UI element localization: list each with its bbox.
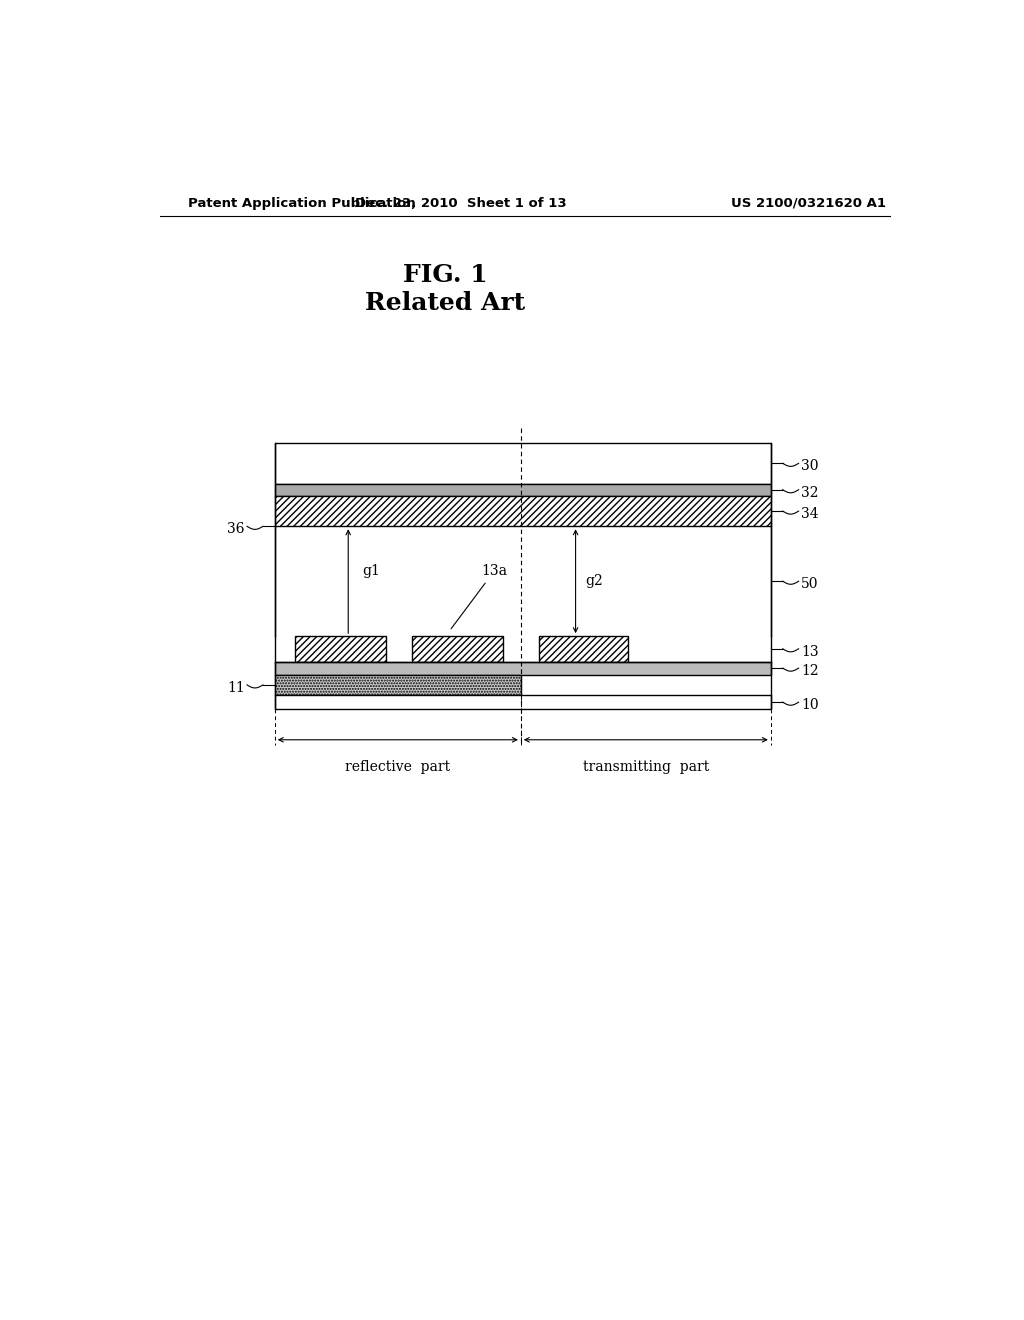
Text: 11: 11 xyxy=(227,681,245,694)
Text: 12: 12 xyxy=(801,664,818,678)
Text: 13: 13 xyxy=(801,645,818,659)
Bar xyxy=(274,675,521,696)
Text: reflective  part: reflective part xyxy=(345,760,451,774)
Text: g2: g2 xyxy=(585,574,603,589)
Text: 36: 36 xyxy=(227,523,245,536)
Text: Dec. 23, 2010  Sheet 1 of 13: Dec. 23, 2010 Sheet 1 of 13 xyxy=(355,197,567,210)
Text: g1: g1 xyxy=(362,564,380,578)
Text: 30: 30 xyxy=(801,459,818,474)
Bar xyxy=(412,636,503,661)
Bar xyxy=(274,483,771,496)
Bar xyxy=(539,636,628,661)
Text: 50: 50 xyxy=(801,577,818,591)
Bar xyxy=(274,496,771,527)
Text: FIG. 1: FIG. 1 xyxy=(403,263,487,288)
Text: US 2100/0321620 A1: US 2100/0321620 A1 xyxy=(731,197,886,210)
Text: 13a: 13a xyxy=(451,564,507,628)
Bar xyxy=(274,696,771,709)
Text: Related Art: Related Art xyxy=(366,290,525,314)
Text: Patent Application Publication: Patent Application Publication xyxy=(187,197,416,210)
Bar xyxy=(274,661,771,675)
Bar xyxy=(274,444,771,483)
Text: 32: 32 xyxy=(801,486,818,500)
Text: 10: 10 xyxy=(801,698,818,713)
Bar xyxy=(295,636,386,661)
Text: transmitting  part: transmitting part xyxy=(583,760,709,774)
Text: 34: 34 xyxy=(801,507,818,521)
